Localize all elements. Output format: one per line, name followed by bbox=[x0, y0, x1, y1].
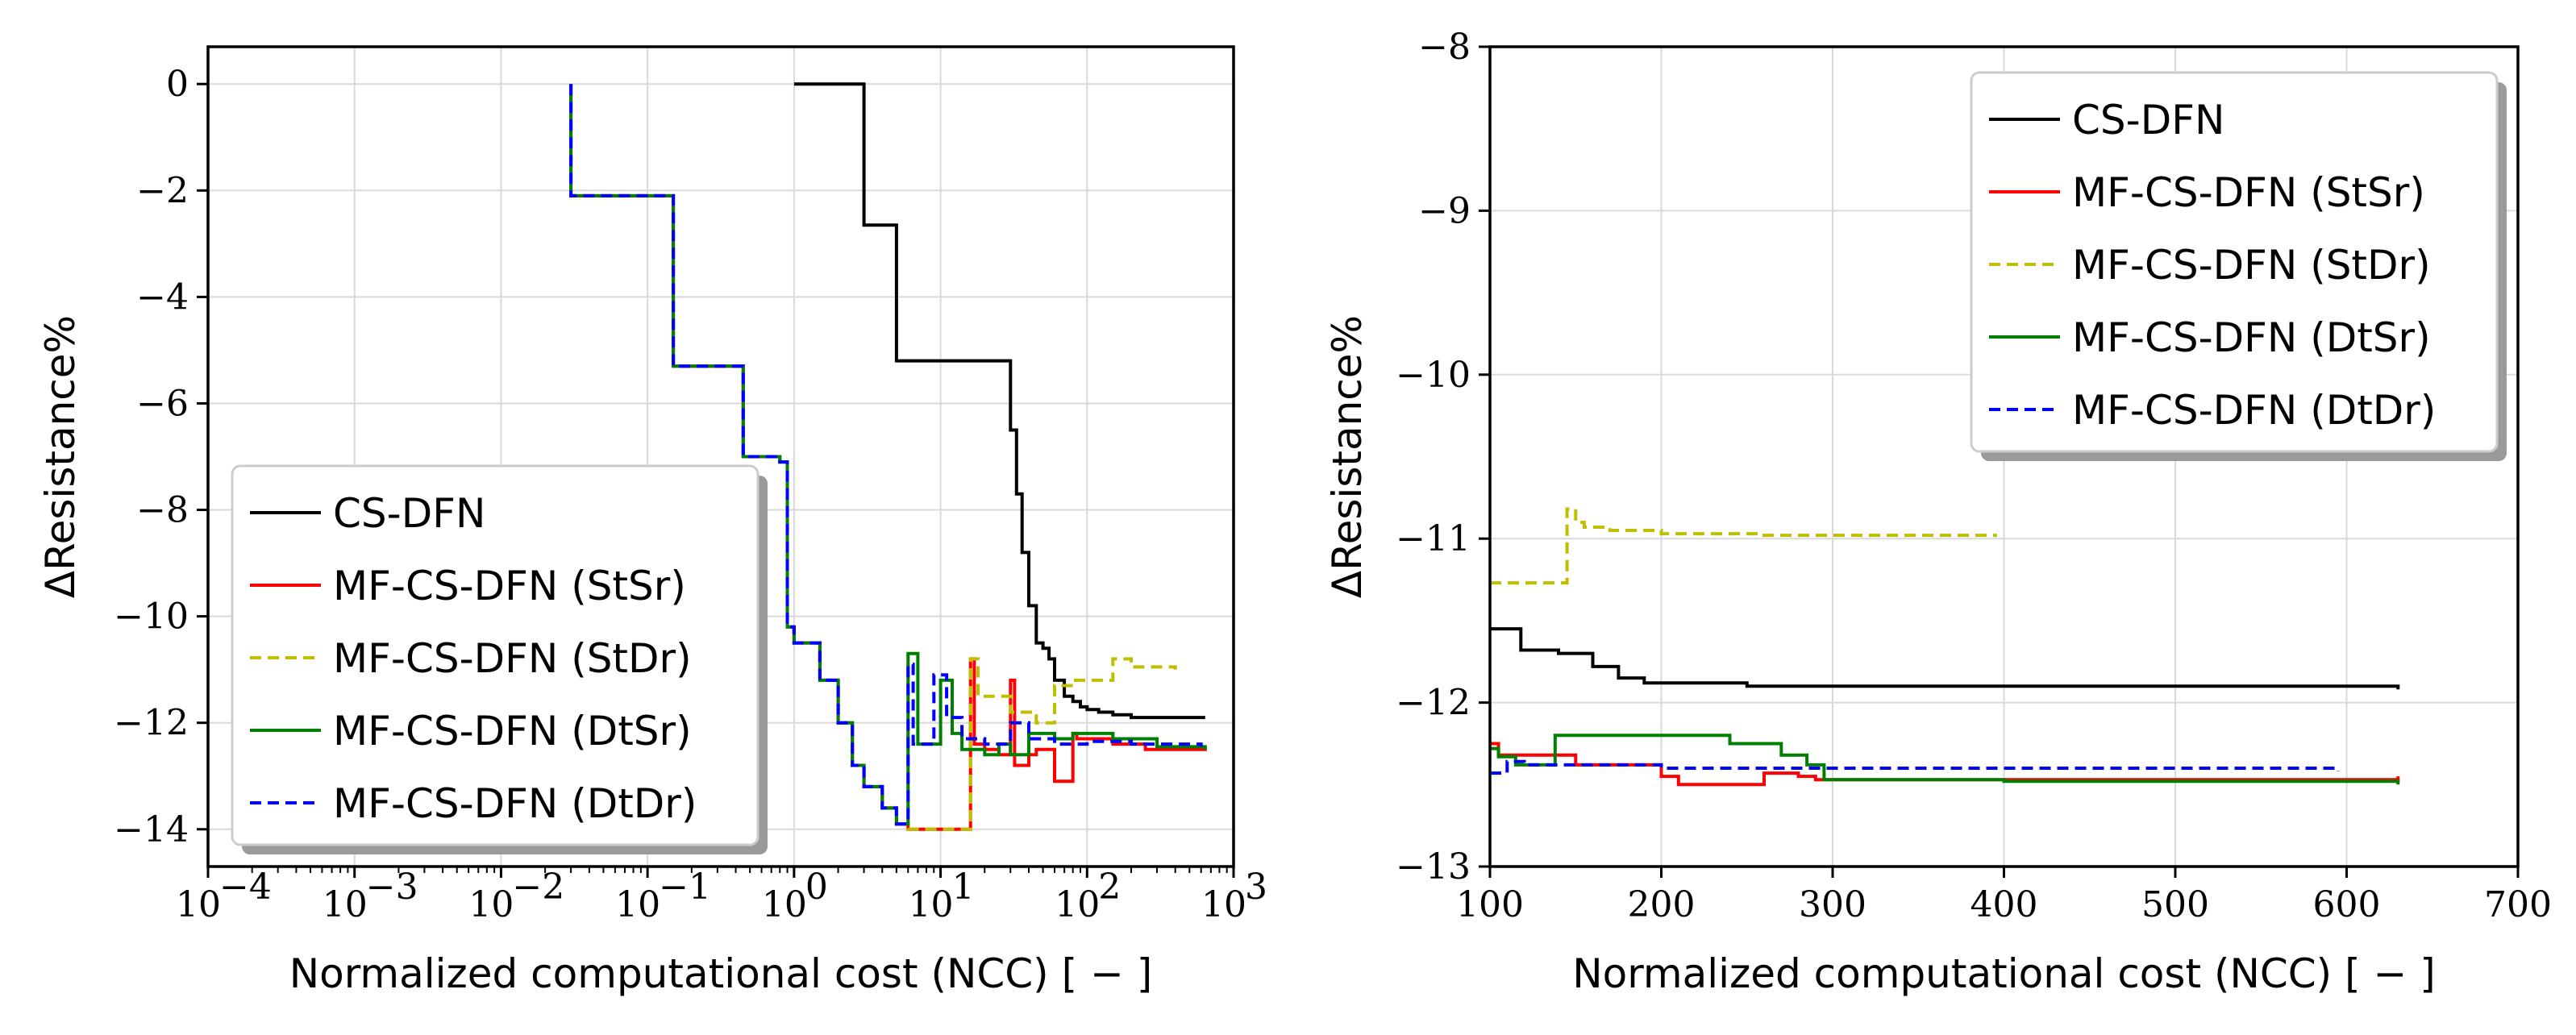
x-axis: 100 200 300 400 500 600 700 bbox=[1456, 867, 2552, 925]
x-tick-label: 10 bbox=[1201, 884, 1246, 925]
legend-box bbox=[231, 464, 759, 846]
legend: CS-DFN MF-CS-DFN (StSr) MF-CS-DFN (StDr) MF… bbox=[231, 464, 768, 854]
y-tick-label: −12 bbox=[1396, 683, 1471, 724]
y-tick-label: −9 bbox=[1418, 190, 1471, 231]
series-line-1 bbox=[793, 82, 1205, 720]
legend-label-1: CS-DFN bbox=[333, 490, 485, 537]
y-axis-label: ΔResistance% bbox=[1324, 315, 1371, 598]
legend-label-2: MF-CS-DFN (StSr) bbox=[2072, 169, 2425, 216]
x-tick-label: 600 bbox=[2313, 884, 2381, 925]
x-tick-exponent: 1 bbox=[952, 867, 975, 908]
y-tick-label: −8 bbox=[136, 490, 189, 531]
legend-box bbox=[1970, 71, 2499, 453]
y-tick-label: −14 bbox=[114, 809, 189, 850]
legend-label-2: MF-CS-DFN (StSr) bbox=[333, 563, 686, 609]
legend: CS-DFN MF-CS-DFN (StSr) MF-CS-DFN (StDr) MF… bbox=[1970, 71, 2507, 461]
chart-2: 100 200 300 400 500 600 700 Normalized computat… bbox=[1324, 27, 2552, 997]
y-tick-label: −2 bbox=[136, 170, 189, 211]
series-line-5 bbox=[569, 84, 1203, 826]
series-line-5 bbox=[1490, 759, 2340, 775]
y-tick-label: −10 bbox=[114, 596, 189, 638]
x-tick-label: 10 bbox=[323, 884, 368, 925]
series-line-2 bbox=[1490, 742, 2400, 787]
x-tick-label: 200 bbox=[1628, 884, 1696, 925]
plot-frame bbox=[206, 45, 1235, 868]
series-line-1 bbox=[1490, 627, 2400, 690]
x-tick-label: 100 bbox=[1456, 884, 1524, 925]
x-tick-label: 300 bbox=[1799, 884, 1866, 925]
series-group bbox=[569, 82, 1207, 831]
legend-label-3: MF-CS-DFN (StDr) bbox=[333, 635, 692, 682]
x-axis-label: Normalized computational cost (NCC) [ − … bbox=[1572, 950, 2436, 997]
x-tick-label: 700 bbox=[2484, 884, 2552, 925]
y-tick-label: −13 bbox=[1396, 846, 1471, 887]
y-axis: −8 −9 −10 −11 −12 −13 bbox=[1396, 27, 1490, 887]
x-tick-exponent: −4 bbox=[219, 867, 272, 908]
y-axis: 0 −2 −4 −6 −8 −10 −12 −14 bbox=[114, 64, 208, 850]
legend-label-4: MF-CS-DFN (DtSr) bbox=[333, 708, 692, 754]
x-tick-label: 400 bbox=[1970, 884, 2038, 925]
x-tick-exponent: −3 bbox=[366, 867, 418, 908]
x-tick-exponent: 0 bbox=[805, 867, 828, 908]
x-tick-label: 10 bbox=[1055, 884, 1100, 925]
y-tick-label: −11 bbox=[1396, 518, 1471, 559]
y-tick-label: −10 bbox=[1396, 355, 1471, 396]
y-tick-label: −12 bbox=[114, 703, 189, 744]
legend-label-3: MF-CS-DFN (StDr) bbox=[2072, 242, 2431, 289]
x-tick-exponent: 3 bbox=[1245, 867, 1267, 908]
legend-label-5: MF-CS-DFN (DtDr) bbox=[2072, 387, 2436, 434]
x-tick-label: 10 bbox=[176, 884, 221, 925]
y-tick-label: −6 bbox=[136, 383, 189, 424]
legend-label-1: CS-DFN bbox=[2072, 97, 2224, 143]
series-group bbox=[1490, 507, 2400, 787]
x-axis-label: Normalized computational cost (NCC) [ − … bbox=[289, 950, 1153, 997]
x-tick-label: 10 bbox=[615, 884, 660, 925]
x-tick-label: 10 bbox=[762, 884, 807, 925]
x-tick-exponent: −2 bbox=[512, 867, 564, 908]
x-tick-label: 10 bbox=[468, 884, 514, 925]
legend-label-4: MF-CS-DFN (DtSr) bbox=[2072, 314, 2431, 361]
y-tick-label: 0 bbox=[166, 64, 189, 105]
x-tick-exponent: 2 bbox=[1098, 867, 1121, 908]
x-tick-exponent: −1 bbox=[659, 867, 711, 908]
y-tick-label: −4 bbox=[136, 276, 189, 318]
x-tick-label: 10 bbox=[909, 884, 954, 925]
y-axis-label: ΔResistance% bbox=[37, 315, 84, 598]
x-axis: 10−4 10−3 10−2 10−1 100 101 102 103 bbox=[176, 867, 1267, 925]
legend-label-5: MF-CS-DFN (DtDr) bbox=[333, 780, 697, 827]
series-line-3 bbox=[1490, 507, 1997, 585]
series-line-4 bbox=[1490, 734, 2400, 785]
x-tick-label: 500 bbox=[2141, 884, 2209, 925]
y-tick-label: −8 bbox=[1418, 27, 1471, 68]
